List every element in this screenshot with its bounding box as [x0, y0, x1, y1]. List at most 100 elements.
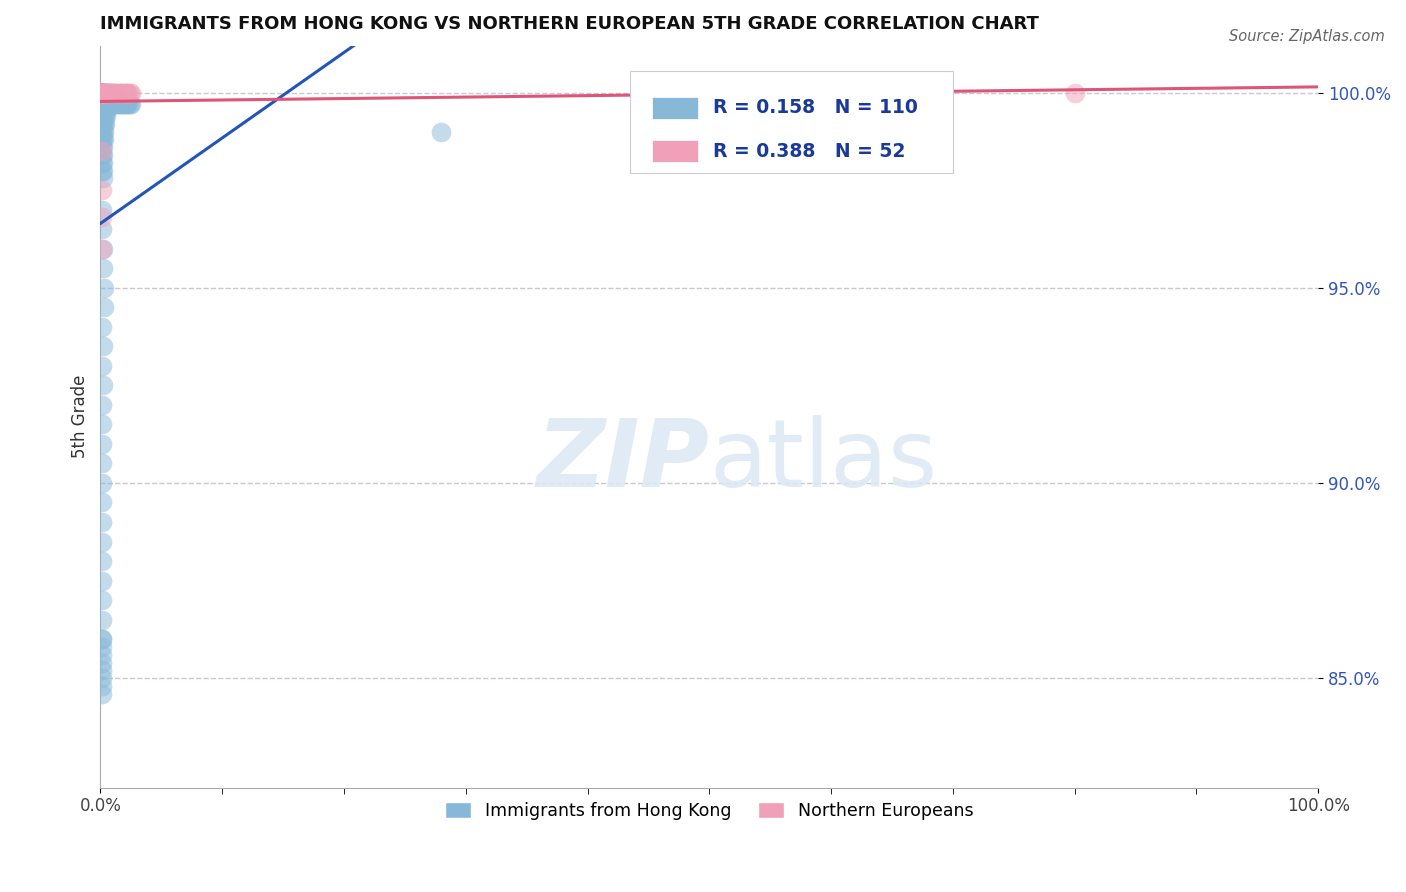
Point [90, 613, 112, 627]
Point [97, 86, 120, 100]
Point [112, 97, 135, 112]
Point [115, 97, 138, 112]
Point [90, 574, 112, 588]
Point [91, 86, 114, 100]
Point [96, 86, 118, 100]
Point [90, 86, 112, 100]
Y-axis label: 5th Grade: 5th Grade [72, 375, 89, 458]
Point [107, 97, 129, 112]
Point [91, 117, 114, 131]
Point [90, 554, 112, 568]
Point [90, 671, 112, 685]
Point [93, 86, 115, 100]
Point [91, 86, 114, 100]
Point [90, 86, 112, 100]
Point [90, 86, 112, 100]
Point [94, 86, 117, 100]
Point [90, 640, 112, 654]
Point [90, 86, 112, 100]
Point [101, 86, 124, 100]
Point [90, 664, 112, 678]
Point [96, 86, 118, 100]
Point [90, 648, 112, 662]
Point [90, 417, 112, 432]
Bar [652, 96, 699, 120]
Point [91, 124, 114, 138]
Point [91, 132, 114, 146]
Point [91, 86, 114, 100]
Point [90, 86, 112, 100]
Text: R = 0.158   N = 110: R = 0.158 N = 110 [713, 98, 918, 118]
Point [90, 86, 112, 100]
Point [90, 242, 112, 256]
Point [91, 86, 114, 100]
Point [90, 359, 112, 373]
Point [105, 97, 128, 112]
Point [90, 86, 112, 100]
Point [1063, 86, 1085, 100]
Point [90, 593, 112, 607]
Point [90, 86, 112, 100]
Point [93, 93, 115, 107]
Point [90, 101, 112, 115]
Point [90, 398, 112, 412]
Point [118, 86, 141, 100]
Point [101, 86, 124, 100]
Point [96, 101, 118, 115]
Point [90, 319, 112, 334]
Point [91, 163, 114, 178]
Point [90, 183, 112, 197]
Point [90, 86, 112, 100]
Point [96, 109, 118, 123]
Point [90, 148, 112, 162]
Point [97, 86, 120, 100]
Point [90, 156, 112, 170]
Point [90, 457, 112, 471]
Point [111, 97, 134, 112]
Point [93, 101, 115, 115]
Point [91, 93, 114, 107]
Point [96, 86, 118, 100]
Point [97, 93, 120, 107]
Point [93, 86, 115, 100]
Point [103, 86, 125, 100]
Point [91, 242, 114, 256]
Text: Source: ZipAtlas.com: Source: ZipAtlas.com [1229, 29, 1385, 44]
Point [118, 97, 141, 112]
Point [93, 132, 115, 146]
FancyBboxPatch shape [630, 70, 953, 173]
Point [90, 109, 112, 123]
Point [90, 86, 112, 100]
Point [104, 97, 127, 112]
Point [90, 632, 112, 647]
Point [90, 222, 112, 236]
Point [917, 86, 939, 100]
Point [93, 86, 115, 100]
Point [94, 86, 117, 100]
Point [91, 140, 114, 154]
Point [98, 93, 121, 107]
Point [107, 86, 129, 100]
Point [91, 339, 114, 353]
Point [91, 86, 114, 100]
Point [108, 86, 131, 100]
Point [93, 124, 115, 138]
Point [94, 86, 117, 100]
Point [90, 211, 112, 225]
Point [120, 97, 142, 112]
Point [107, 86, 129, 100]
Text: atlas: atlas [709, 415, 938, 508]
Point [90, 86, 112, 100]
Point [90, 132, 112, 146]
Point [90, 86, 112, 100]
Point [112, 86, 135, 100]
Point [90, 86, 112, 100]
Point [97, 101, 120, 115]
Point [117, 86, 139, 100]
Point [94, 86, 117, 100]
Point [90, 124, 112, 138]
Point [100, 86, 122, 100]
Point [97, 93, 120, 107]
Text: R = 0.388   N = 52: R = 0.388 N = 52 [713, 142, 905, 161]
Point [107, 97, 129, 112]
